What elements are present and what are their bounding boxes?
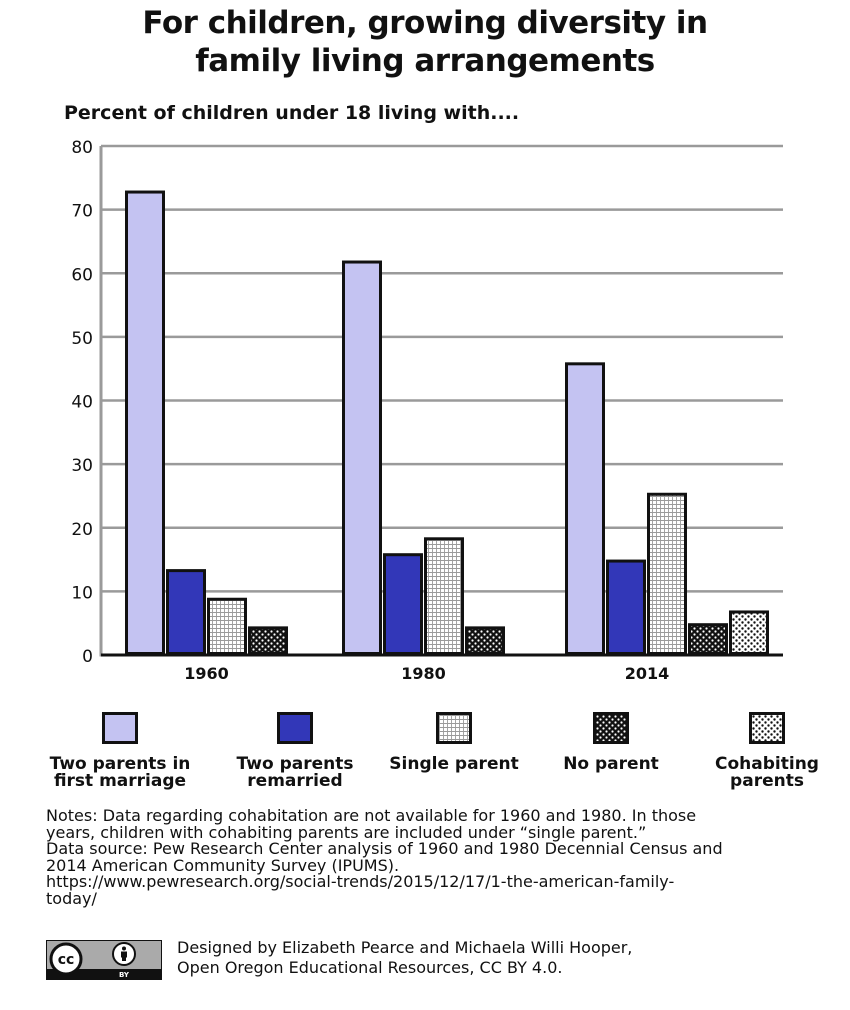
legend-swatch-solid-blue <box>277 712 313 744</box>
bar-chart: 0 10 20 30 40 50 60 70 80 1960 1980 2014 <box>71 138 783 683</box>
legend-swatch-solid-lavender <box>102 712 138 744</box>
legend-label-line: No parent <box>563 754 659 774</box>
legend-label-line: Two parents in <box>49 754 191 774</box>
legend-item: Cohabiting parents <box>682 712 850 790</box>
credit-text: Designed by Elizabeth Pearce and Michael… <box>177 938 632 978</box>
y-tick-label: 60 <box>71 265 93 285</box>
legend-label-line: remarried <box>247 771 343 791</box>
y-tick-label: 20 <box>71 520 93 540</box>
x-tick-label: 1980 <box>401 664 446 683</box>
person-icon <box>112 942 136 966</box>
cc-logo-text: cc <box>58 952 75 968</box>
y-tick-label: 0 <box>82 647 93 667</box>
notes-line: Notes: Data regarding cohabitation are n… <box>46 806 697 825</box>
notes-block: Notes: Data regarding cohabitation are n… <box>46 806 836 908</box>
x-tick-label: 1960 <box>184 664 229 683</box>
legend-label-line: parents <box>730 771 804 791</box>
y-tick-label: 80 <box>71 138 93 158</box>
legend-label-line: Cohabiting <box>715 754 819 774</box>
y-tick-label: 70 <box>71 202 93 222</box>
legend-swatch-light-dots <box>749 712 785 744</box>
bar-1980-solid-lavender <box>342 260 382 655</box>
bar-1960-solid-blue <box>166 569 206 656</box>
source-line: Data source: Pew Research Center analysi… <box>46 839 723 858</box>
chart-subtitle: Percent of children under 18 living with… <box>64 102 520 124</box>
legend-label-line: first marriage <box>53 771 187 791</box>
bar-1980-fine-grid <box>424 537 464 656</box>
y-tick-label: 10 <box>71 583 93 603</box>
bar-2014-light-dots <box>729 610 769 656</box>
chart-legend: Two parents in first marriage Two parents r… <box>0 712 850 802</box>
legend-label: No parent <box>526 756 696 773</box>
bar-2014-fine-grid <box>647 492 687 655</box>
legend-label: Cohabiting parents <box>682 756 850 790</box>
bar-2014-solid-blue <box>606 559 646 655</box>
by-label: BY <box>119 971 130 979</box>
credit-block: cc BY Designed by Elizabeth Pearce and M… <box>46 938 806 982</box>
bar-1960-solid-lavender <box>125 190 165 655</box>
legend-label-line: Single parent <box>389 754 519 774</box>
chart-title-line-2: family living arrangements <box>195 43 655 79</box>
x-tick-label: 2014 <box>625 664 670 683</box>
legend-label: Single parent <box>369 756 539 773</box>
source-url: https://www.pewresearch.org/social-trend… <box>46 872 675 891</box>
credit-line: Open Oregon Educational Resources, CC BY… <box>177 958 563 977</box>
legend-item: Single parent <box>369 712 539 773</box>
source-line: 2014 American Community Survey (IPUMS). <box>46 855 400 875</box>
notes-line: years, children with cohabiting parents … <box>46 822 647 842</box>
y-tick-label: 50 <box>71 329 93 349</box>
y-tick-label: 40 <box>71 393 93 413</box>
legend-item: No parent <box>526 712 696 773</box>
source-url: today/ <box>46 888 97 908</box>
legend-swatch-dark-dots <box>593 712 629 744</box>
chart-title-line-1: For children, growing diversity in <box>142 5 708 41</box>
legend-item: Two parents remarried <box>210 712 380 790</box>
bar-2014-dark-dots <box>688 623 728 655</box>
legend-item: Two parents in first marriage <box>35 712 205 790</box>
legend-label: Two parents in first marriage <box>35 756 205 790</box>
legend-label: Two parents remarried <box>210 756 380 790</box>
legend-swatch-fine-grid <box>436 712 472 744</box>
credit-line: Designed by Elizabeth Pearce and Michael… <box>177 938 633 957</box>
bar-1960-fine-grid <box>207 597 247 655</box>
y-tick-label: 30 <box>71 456 93 476</box>
legend-label-line: Two parents <box>236 754 354 774</box>
bar-1960-dark-dots <box>248 626 288 656</box>
bar-1980-solid-blue <box>383 553 423 656</box>
bar-2014-solid-lavender <box>565 362 605 655</box>
chart-title: For children, growing diversity in famil… <box>0 4 850 80</box>
cc-logo-icon: cc <box>49 942 83 976</box>
cc-by-license-badge: cc BY <box>46 940 162 980</box>
bar-1980-dark-dots <box>465 626 505 656</box>
